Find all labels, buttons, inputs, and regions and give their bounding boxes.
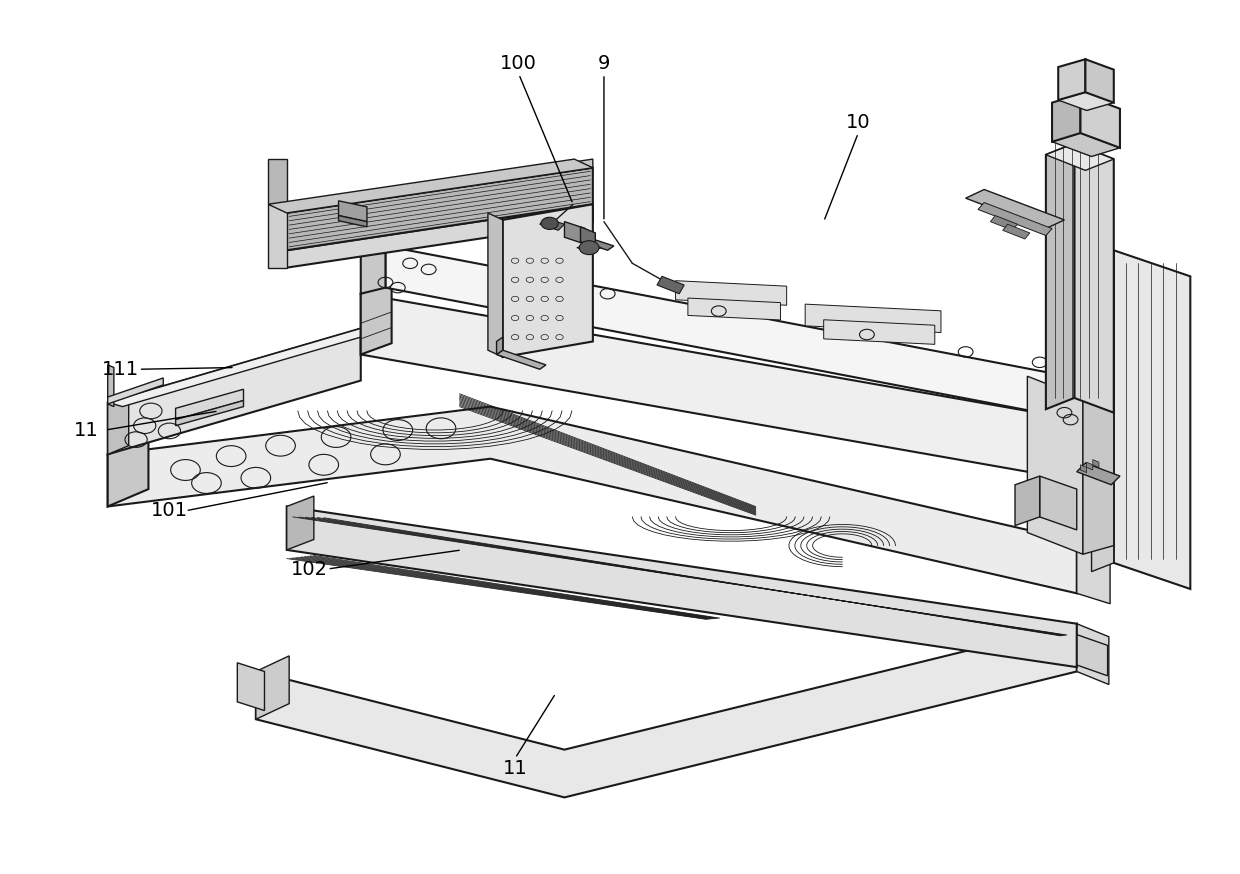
Polygon shape [1086, 462, 1092, 470]
Polygon shape [286, 168, 593, 250]
Polygon shape [580, 227, 595, 247]
Circle shape [579, 240, 599, 254]
Polygon shape [487, 213, 502, 357]
Polygon shape [577, 243, 601, 252]
Polygon shape [361, 282, 392, 355]
Polygon shape [286, 506, 1076, 667]
Polygon shape [1085, 59, 1114, 102]
Polygon shape [991, 216, 1018, 231]
Polygon shape [1058, 59, 1085, 100]
Polygon shape [1074, 143, 1114, 413]
Polygon shape [286, 205, 593, 267]
Polygon shape [361, 294, 1076, 481]
Polygon shape [108, 329, 376, 406]
Polygon shape [108, 393, 129, 454]
Polygon shape [1076, 624, 1109, 684]
Polygon shape [176, 389, 243, 420]
Polygon shape [268, 159, 593, 213]
Circle shape [541, 218, 558, 230]
Polygon shape [688, 298, 780, 320]
Polygon shape [1076, 420, 1110, 491]
Polygon shape [496, 337, 502, 355]
Text: 101: 101 [151, 502, 188, 520]
Text: 11: 11 [502, 760, 527, 778]
Polygon shape [1045, 143, 1074, 409]
Polygon shape [1045, 143, 1114, 170]
Polygon shape [1016, 476, 1039, 525]
Polygon shape [108, 406, 1076, 593]
Polygon shape [176, 400, 243, 426]
Polygon shape [339, 201, 367, 222]
Polygon shape [805, 304, 941, 332]
Polygon shape [1039, 476, 1076, 530]
Polygon shape [108, 329, 361, 454]
Polygon shape [268, 205, 286, 267]
Polygon shape [1052, 133, 1120, 156]
Polygon shape [255, 656, 289, 719]
Polygon shape [966, 190, 1064, 229]
Polygon shape [1114, 250, 1190, 589]
Text: 111: 111 [102, 360, 139, 378]
Text: 10: 10 [846, 113, 870, 132]
Polygon shape [286, 159, 593, 213]
Polygon shape [108, 365, 114, 406]
Polygon shape [1080, 465, 1086, 473]
Polygon shape [1080, 94, 1120, 148]
Polygon shape [108, 437, 149, 506]
Polygon shape [386, 246, 1076, 420]
Polygon shape [1076, 378, 1110, 492]
Polygon shape [496, 350, 546, 369]
Polygon shape [1091, 250, 1114, 572]
Polygon shape [1028, 376, 1083, 554]
Polygon shape [657, 276, 684, 294]
Text: 100: 100 [500, 54, 537, 73]
Polygon shape [286, 496, 314, 550]
Polygon shape [1003, 225, 1030, 239]
Polygon shape [255, 624, 1076, 797]
Polygon shape [1052, 94, 1080, 142]
Polygon shape [564, 222, 585, 244]
Text: 9: 9 [598, 54, 610, 73]
Polygon shape [1083, 389, 1114, 554]
Polygon shape [539, 218, 564, 231]
Polygon shape [502, 205, 593, 357]
Polygon shape [1058, 628, 1107, 676]
Polygon shape [339, 216, 367, 227]
Polygon shape [823, 320, 935, 344]
Polygon shape [1058, 93, 1114, 110]
Polygon shape [978, 203, 1052, 235]
Polygon shape [1076, 463, 1120, 485]
Polygon shape [361, 246, 386, 294]
Polygon shape [1076, 541, 1110, 604]
Polygon shape [1092, 460, 1099, 468]
Text: 11: 11 [74, 420, 99, 440]
Polygon shape [237, 662, 264, 711]
Polygon shape [573, 234, 614, 250]
Polygon shape [268, 159, 286, 205]
Polygon shape [108, 378, 164, 404]
Text: 102: 102 [290, 559, 327, 579]
Polygon shape [676, 281, 786, 305]
